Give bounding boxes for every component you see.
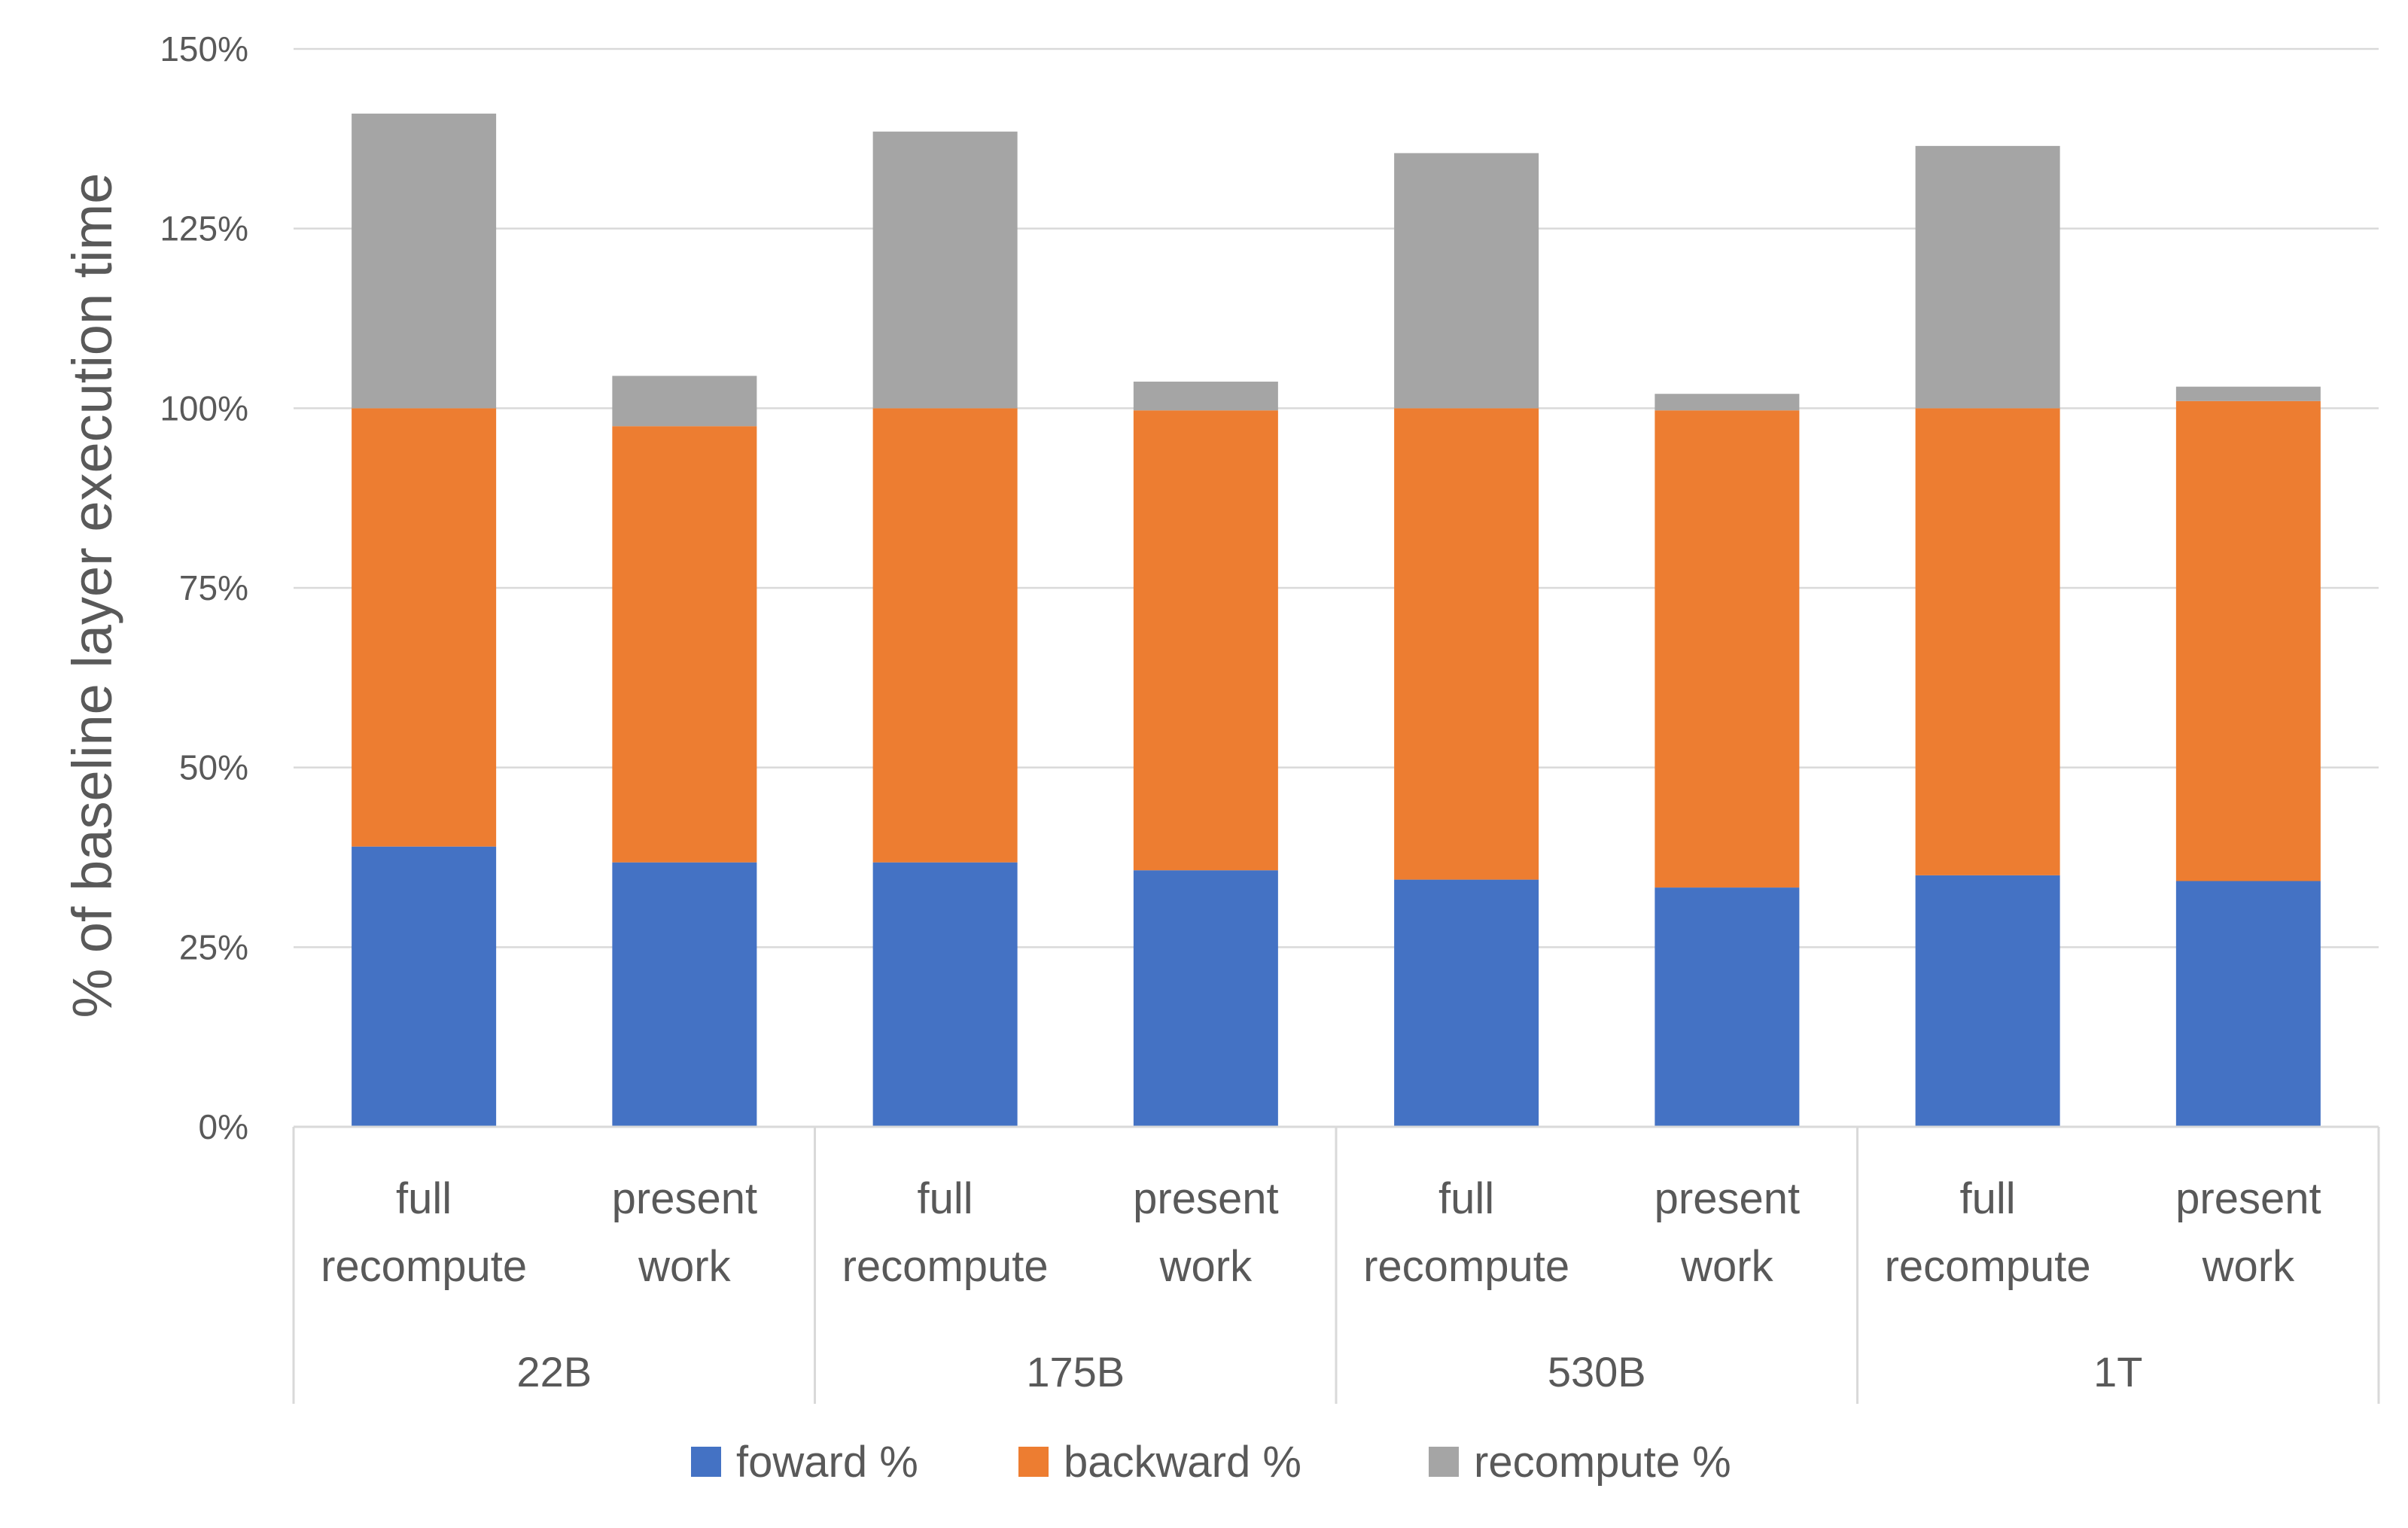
y-tick-label: 150% xyxy=(160,29,248,68)
bar-segment-recompute xyxy=(1655,394,1800,411)
bar-segment-foward xyxy=(1915,875,2060,1127)
x-group-label: 1T xyxy=(2093,1348,2142,1396)
bar-segment-foward xyxy=(1394,879,1539,1127)
x-category-label: work xyxy=(1680,1242,1773,1291)
x-category-label: recompute xyxy=(321,1242,527,1291)
bar-segment-foward xyxy=(872,862,1018,1127)
x-category-label: full xyxy=(1438,1174,1494,1223)
legend-swatch xyxy=(691,1447,721,1477)
bar-segment-recompute xyxy=(1394,153,1539,409)
y-tick-label: 25% xyxy=(179,927,248,966)
x-category-label: present xyxy=(2175,1174,2321,1223)
y-tick-label: 75% xyxy=(179,568,248,607)
bar-segment-recompute xyxy=(1133,382,1278,411)
x-category-label: work xyxy=(1159,1242,1253,1291)
y-axis-label: % of baseline layer execution time xyxy=(61,173,123,1018)
bar-segment-foward xyxy=(1655,887,1800,1127)
bar-segment-foward xyxy=(352,846,497,1127)
x-group-label: 175B xyxy=(1026,1348,1125,1396)
x-category-label: work xyxy=(638,1242,731,1291)
bar-segment-recompute xyxy=(1915,145,2060,409)
x-group-label: 530B xyxy=(1548,1348,1646,1396)
y-tick-label: 100% xyxy=(160,388,248,428)
bar-segment-foward xyxy=(2175,881,2321,1127)
legend-label: recompute % xyxy=(1474,1438,1731,1487)
y-axis-ticks: 0% 25% 50% 75% 100% 125% 150% xyxy=(160,29,248,1146)
bar-segment-foward xyxy=(612,862,757,1127)
x-category-label: recompute xyxy=(1363,1242,1569,1291)
y-tick-label: 125% xyxy=(160,209,248,248)
x-category-label: recompute xyxy=(842,1242,1049,1291)
legend-swatch xyxy=(1018,1447,1049,1477)
bar-segment-backward xyxy=(1394,408,1539,880)
x-category-label: recompute xyxy=(1885,1242,2091,1291)
x-category-label: full xyxy=(918,1174,973,1223)
x-group-label: 22B xyxy=(516,1348,592,1396)
x-category-label: full xyxy=(1960,1174,2016,1223)
bar-segment-backward xyxy=(612,426,757,863)
x-category-label: present xyxy=(1655,1174,1800,1223)
legend: foward % backward % recompute % xyxy=(691,1438,1731,1487)
bar-segment-recompute xyxy=(612,376,757,427)
bar-segment-recompute xyxy=(352,113,497,409)
bar-segment-backward xyxy=(1655,410,1800,888)
bar-segment-backward xyxy=(1133,410,1278,871)
bar-segment-backward xyxy=(872,408,1018,863)
bar-segment-recompute xyxy=(872,131,1018,409)
legend-label: foward % xyxy=(736,1438,918,1487)
x-axis: full recompute present work 22B full recompute… xyxy=(292,1125,2380,1404)
x-category-label: present xyxy=(612,1174,757,1223)
bar-segment-backward xyxy=(1915,408,2060,875)
x-category-label: full xyxy=(396,1174,452,1223)
y-tick-label: 0% xyxy=(199,1107,248,1146)
legend-label: backward % xyxy=(1064,1438,1301,1487)
gridlines xyxy=(294,47,2379,948)
bar-segment-backward xyxy=(352,408,497,847)
legend-swatch xyxy=(1429,1447,1459,1477)
bar-segment-recompute xyxy=(2175,386,2321,401)
bar-segment-foward xyxy=(1133,870,1278,1127)
bar-segment-backward xyxy=(2175,400,2321,881)
x-category-label: present xyxy=(1133,1174,1278,1223)
bars xyxy=(352,113,2321,1127)
x-category-label: work xyxy=(2202,1242,2295,1291)
y-tick-label: 50% xyxy=(179,748,248,787)
